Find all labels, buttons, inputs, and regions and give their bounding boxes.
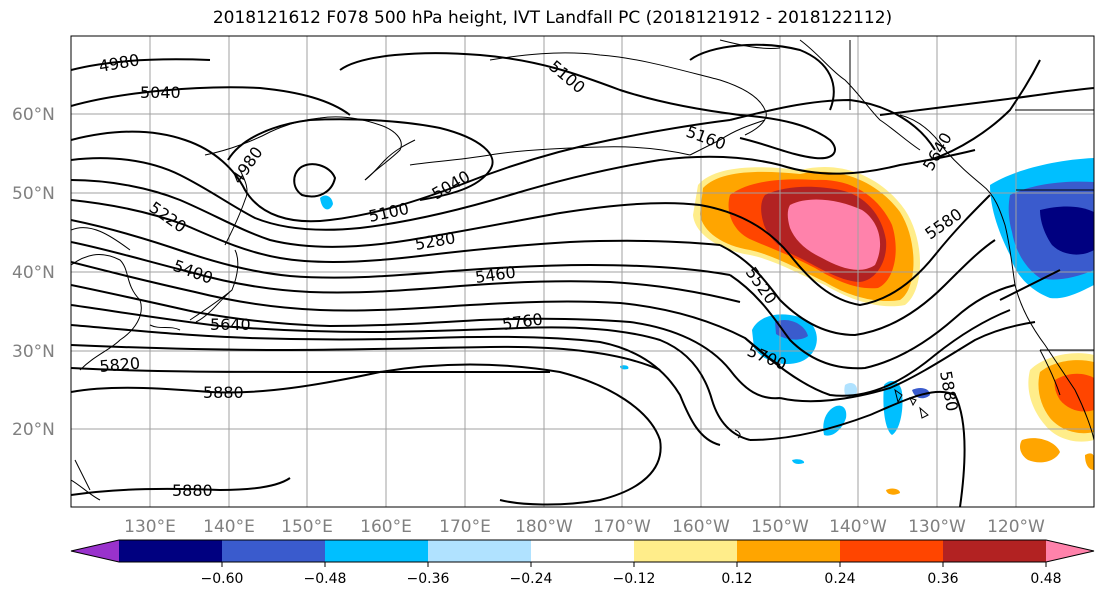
colorbar-segments [70,539,1095,563]
colorbar-segment [222,540,326,562]
colorbar-tick-label: −0.48 [304,571,347,587]
colorbar-tick-label: −0.60 [201,571,244,587]
colorbar-extend-max [1046,540,1094,562]
latitude-labels: 60°N 50°N 40°N 30°N 20°N [12,105,55,440]
contour-label: 5040 [140,83,181,102]
ivt-shading [320,158,1094,495]
lon-label: 140°E [203,517,255,537]
colorbar-segment [943,540,1047,562]
lat-label-50n: 50°N [12,184,55,204]
colorbar-tick-label: −0.24 [510,571,553,587]
lon-label: 150°W [751,517,809,537]
colorbar-segment [119,540,223,562]
contour-label: 5880 [172,481,213,500]
lon-label: 160°W [672,517,730,537]
lon-label: 150°E [281,517,333,537]
lon-label: 170°W [593,517,651,537]
colorbar-segment [531,540,635,562]
colorbar-segment [325,540,429,562]
colorbar-segment [840,540,944,562]
colorbar-segment [634,540,738,562]
lat-label-40n: 40°N [12,263,55,283]
colorbar-tick-label: 0.24 [824,571,855,587]
longitude-labels: 130°E 140°E 150°E 160°E 170°E 180°W 170°… [124,517,1045,537]
lat-label-60n: 60°N [12,105,55,125]
lon-label: 170°E [439,517,491,537]
colorbar-tick-label: 0.12 [721,571,752,587]
colorbar: −0.60 −0.48 −0.36 −0.24 −0.12 0.12 0.24 0.36 0.4… [70,539,1095,587]
contour-label: 5640 [210,315,251,334]
height-contours [71,43,1094,507]
colorbar-segment [737,540,841,562]
colorbar-tick-label: −0.12 [613,571,656,587]
colorbar-ticks: −0.60 −0.48 −0.36 −0.24 −0.12 0.12 0.24 0.36 0.4… [201,562,1062,587]
colorbar-outline [70,539,1095,563]
map-title: 2018121612 F078 500 hPa height, IVT Land… [212,8,893,28]
colorbar-tick-label: 0.36 [927,571,958,587]
colorbar-segment [428,540,532,562]
lon-label: 130°W [908,517,966,537]
map-border [70,35,1095,508]
lon-label: 160°E [360,517,412,537]
lon-label: 120°W [987,517,1045,537]
lat-label-20n: 20°N [12,420,55,440]
colorbar-tick-label: 0.48 [1030,571,1061,587]
contour-label: 5820 [99,354,141,376]
colorbar-tick-label: −0.36 [407,571,450,587]
colorbar-extend-min [71,540,119,562]
lon-label: 140°W [829,517,887,537]
lon-label: 130°E [124,517,176,537]
contour-label: 5880 [203,383,244,402]
lon-label: 180°W [515,517,573,537]
lat-label-30n: 30°N [12,342,55,362]
